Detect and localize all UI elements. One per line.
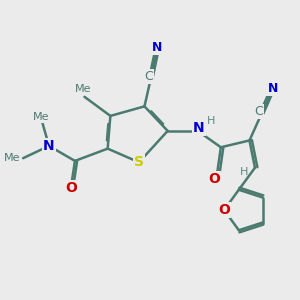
Text: S: S: [134, 155, 144, 169]
Text: O: O: [208, 172, 220, 186]
Text: N: N: [268, 82, 278, 95]
Text: N: N: [43, 139, 55, 153]
Text: Me: Me: [33, 112, 49, 122]
Text: O: O: [65, 181, 77, 195]
Text: Me: Me: [75, 84, 92, 94]
Text: C: C: [144, 70, 153, 83]
Text: O: O: [218, 203, 230, 217]
Text: Me: Me: [4, 153, 20, 163]
Text: H: H: [207, 116, 215, 126]
Text: H: H: [240, 167, 248, 177]
Text: N: N: [193, 121, 205, 135]
Text: C: C: [254, 105, 263, 118]
Text: N: N: [152, 41, 162, 54]
